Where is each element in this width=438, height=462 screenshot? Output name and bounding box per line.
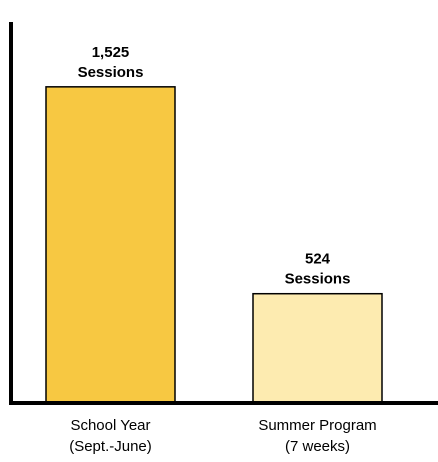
data-label-value-2: 524	[305, 251, 331, 268]
labels-group: 1,525 Sessions School Year (Sept.-June) 524 S…	[69, 44, 376, 455]
bars-group	[45, 86, 383, 403]
category-sublabel-2: (7 weeks)	[285, 438, 350, 455]
data-label-value-1: 1,525	[92, 44, 130, 61]
data-label-unit-1: Sessions	[78, 64, 144, 81]
category-label-1: School Year	[70, 417, 150, 434]
bar-2	[252, 292, 383, 403]
bar-1	[45, 86, 176, 403]
data-label-unit-2: Sessions	[285, 271, 351, 288]
category-sublabel-1: (Sept.-June)	[69, 438, 152, 455]
category-label-2: Summer Program	[258, 417, 376, 434]
